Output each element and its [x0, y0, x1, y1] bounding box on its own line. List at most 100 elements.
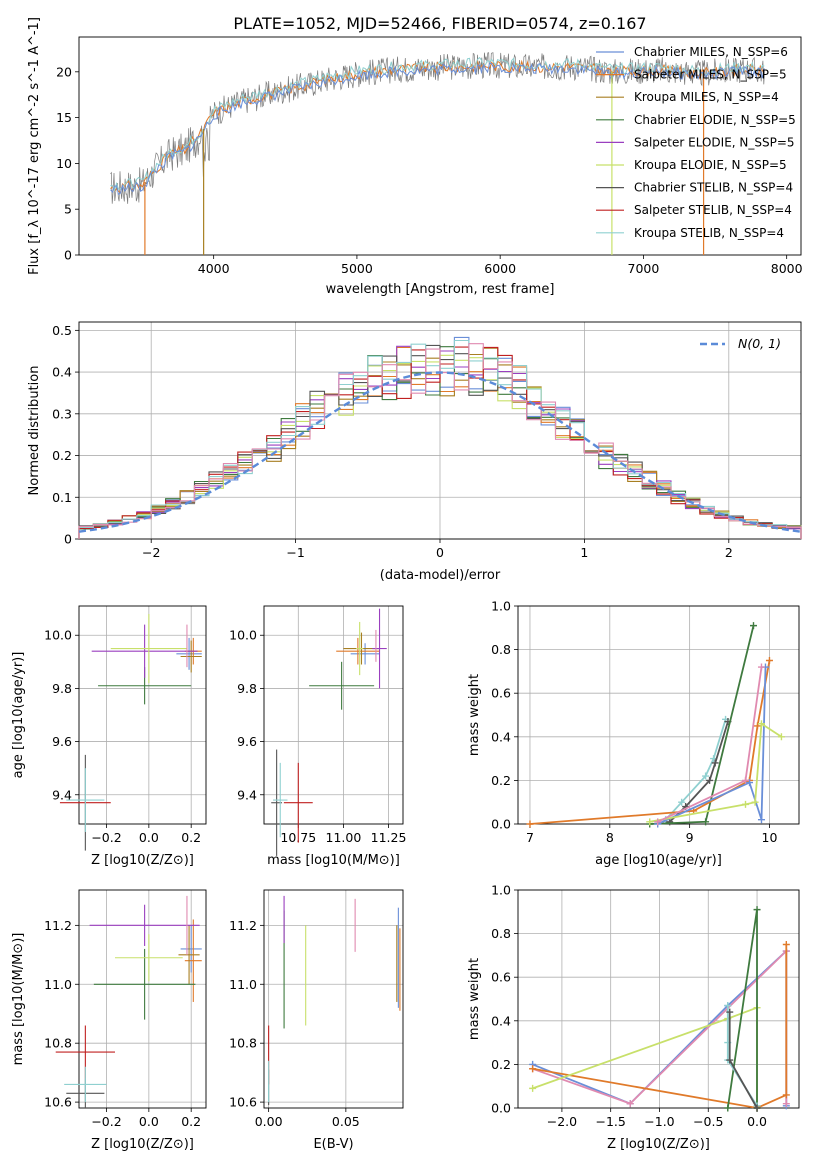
y-tick-label: 0	[64, 248, 72, 263]
weight-line-pink	[657, 666, 763, 823]
legend-label: Salpeter STELIB, N_SSP=4	[634, 203, 792, 217]
y-axis-label: mass weight	[467, 674, 482, 756]
axes-frame	[78, 889, 207, 1109]
y-tick-label: 0	[64, 532, 72, 547]
axes-frame	[78, 36, 802, 256]
spectrum-panel: 4000 5000 6000 7000 8000 0 5 10 15 20 wavelength […	[27, 17, 803, 297]
y-tick-label: 11.2	[229, 918, 257, 933]
x-tick-label: 2	[725, 545, 733, 560]
x-axis-label: Z [log10(Z/Z⊙)]	[607, 1137, 710, 1152]
x-tick-label: 4000	[198, 261, 230, 276]
weight-line-chabrier_elodie	[649, 625, 755, 825]
weight-line-chabrier_miles	[657, 666, 767, 825]
x-axis-label: age [log10(age/yr)]	[595, 853, 722, 868]
weight-point-kroupa_elodie	[751, 798, 759, 806]
y-tick-label: 10	[56, 156, 72, 171]
x-tick-label: −1.5	[596, 1114, 626, 1129]
y-axis-label: Flux [f_λ 10^-17 erg cm^-2 s^-1 A^-1]	[27, 17, 42, 275]
weight-point-salpeter_miles	[753, 722, 761, 730]
y-tick-label: 9.4	[237, 787, 257, 802]
x-tick-label: 5000	[341, 261, 373, 276]
y-tick-label: 5	[64, 202, 72, 217]
weight-point-pink	[757, 663, 765, 671]
weight-point-pink	[782, 1100, 790, 1108]
y-tick-label: 10.6	[44, 1095, 72, 1110]
legend-label: Chabrier MILES, N_SSP=6	[634, 45, 788, 59]
weight-point-kroupa_elodie	[757, 720, 765, 728]
axes-frame	[78, 605, 207, 825]
x-tick-label: −0.2	[91, 1114, 121, 1129]
x-tick-label: −0.5	[693, 1114, 723, 1129]
weight-point-chabrier_stelib	[726, 1056, 734, 1064]
legend-label: Chabrier ELODIE, N_SSP=5	[634, 113, 796, 127]
spectrum-lines	[110, 52, 765, 255]
x-tick-label: 9	[686, 830, 694, 845]
x-tick-label: 0.0	[139, 1114, 159, 1129]
mass_vs_ebv-panel: 0.00 0.05 10.6 10.8 11.0 11.2 E(B-V)	[229, 889, 404, 1152]
residuals-panel: −2 −1 0 1 2 0 0.1 0.2 0.3 0.4 0.5 N(0, 1) (data-mode…	[27, 321, 802, 583]
weight-point-chabrier_miles	[746, 779, 754, 787]
weight-point-chabrier_elodie	[724, 1104, 732, 1112]
y-tick-label: 11.0	[44, 977, 72, 992]
legend-label: N(0, 1)	[738, 336, 781, 351]
y-tick-label: 9.8	[52, 681, 72, 696]
y-axis-label: mass weight	[467, 958, 482, 1040]
model-spectrum-chabrier_miles	[110, 62, 765, 196]
weight-point-kroupa_stelib	[724, 1002, 732, 1010]
x-tick-label: −1	[286, 545, 304, 560]
x-axis-label: (data-model)/error	[380, 568, 501, 583]
weight-point-pink	[742, 776, 750, 784]
legend-label: Salpeter ELODIE, N_SSP=5	[634, 135, 795, 149]
weight-point-chabrier_stelib	[706, 776, 714, 784]
y-tick-label: 15	[56, 110, 72, 125]
normal-curve	[78, 371, 802, 533]
axes-frame	[263, 889, 404, 1109]
x-tick-label: 0.2	[181, 1114, 201, 1129]
age_vs_Z-panel: −0.2 0.0 0.2 9.4 9.6 9.8 10.0 Z [log10(Z/Z⊙)] ag…	[11, 605, 207, 868]
legend-label: Kroupa ELODIE, N_SSP=5	[634, 158, 787, 172]
weight-line-salpeter_miles	[532, 944, 788, 1109]
weight-point-chabrier_elodie	[702, 818, 710, 826]
x-tick-label: −0.2	[91, 830, 121, 845]
y-tick-label: 0.4	[491, 729, 511, 744]
x-tick-label: 8	[606, 830, 614, 845]
x-tick-label: 7000	[628, 261, 660, 276]
weight-line-salpeter_miles	[529, 660, 771, 825]
y-tick-label: 0.0	[491, 1101, 511, 1116]
x-tick-label: 6000	[484, 261, 516, 276]
y-tick-label: 0.2	[52, 448, 72, 463]
y-axis-label: mass [log10(M/M⊙)]	[11, 933, 26, 1066]
y-tick-label: 0.2	[491, 773, 511, 788]
x-tick-label: 7	[526, 830, 534, 845]
weight-point-pink	[654, 818, 662, 826]
x-tick-label: 1	[580, 545, 588, 560]
axes-frame	[263, 605, 404, 825]
y-tick-label: 10.0	[44, 628, 72, 643]
legend-label: Kroupa STELIB, N_SSP=4	[634, 226, 784, 240]
x-tick-label: 0.05	[332, 1114, 360, 1129]
y-tick-label: 10.6	[229, 1095, 257, 1110]
x-tick-label: 0.2	[181, 830, 201, 845]
y-tick-label: 11.2	[44, 918, 72, 933]
figure-title: PLATE=1052, MJD=52466, FIBERID=0574, z=0…	[233, 14, 646, 33]
y-tick-label: 9.8	[237, 681, 257, 696]
weight-point-chabrier_elodie	[753, 906, 761, 914]
weight-line-kroupa_elodie	[532, 1006, 758, 1108]
x-tick-label: 0.0	[139, 830, 159, 845]
y-tick-label: 1.0	[491, 599, 511, 614]
y-tick-label: 9.6	[52, 734, 72, 749]
y-tick-label: 0.0	[491, 817, 511, 832]
y-tick-label: 0.2	[491, 1057, 511, 1072]
y-tick-label: 0.6	[491, 970, 511, 985]
x-tick-label: −2.0	[547, 1114, 577, 1129]
weight-point-kroupa_elodie	[529, 1084, 537, 1092]
weight-point-kroupa_elodie	[742, 800, 750, 808]
y-tick-label: 9.4	[52, 787, 72, 802]
x-tick-label: 0.0	[747, 1114, 767, 1129]
y-axis-label: Normed distribution	[27, 366, 42, 496]
weight-point-salpeter_miles	[782, 941, 790, 948]
y-tick-label: 10.8	[44, 1036, 72, 1051]
weight-point-kroupa_elodie	[646, 818, 654, 826]
y-tick-label: 0.6	[491, 686, 511, 701]
